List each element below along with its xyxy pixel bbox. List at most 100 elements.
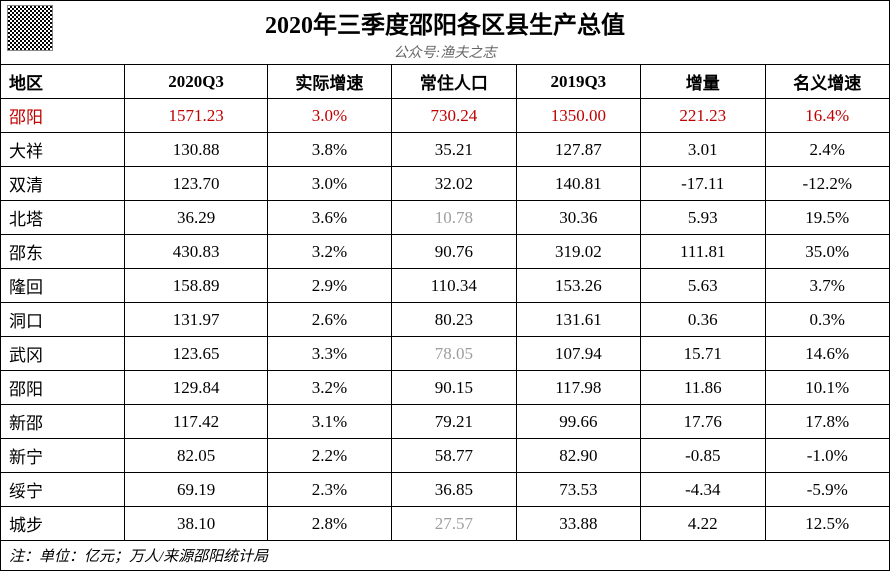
table-row: 绥宁69.192.3%36.8573.53-4.34-5.9%: [1, 473, 890, 507]
table-cell: -0.85: [641, 439, 765, 473]
table-cell: 12.5%: [765, 507, 890, 541]
table-row: 邵阳129.843.2%90.15117.9811.8610.1%: [1, 371, 890, 405]
table-row: 洞口131.972.6%80.23131.610.360.3%: [1, 303, 890, 337]
table-cell: 17.76: [641, 405, 765, 439]
table-row: 武冈123.653.3%78.05107.9415.7114.6%: [1, 337, 890, 371]
table-cell: 5.63: [641, 269, 765, 303]
table-cell: 14.6%: [765, 337, 890, 371]
table-cell: 3.2%: [267, 371, 391, 405]
column-header: 常住人口: [392, 65, 516, 99]
table-cell: 0.3%: [765, 303, 890, 337]
table-cell: 11.86: [641, 371, 765, 405]
table-cell: 2.6%: [267, 303, 391, 337]
table-cell: 15.71: [641, 337, 765, 371]
table-cell: 5.93: [641, 201, 765, 235]
table-cell: 双清: [1, 167, 125, 201]
table-cell: 131.61: [516, 303, 640, 337]
table-cell: 1571.23: [125, 99, 267, 133]
table-cell: 127.87: [516, 133, 640, 167]
table-cell: 111.81: [641, 235, 765, 269]
table-cell: 32.02: [392, 167, 516, 201]
table-row: 北塔36.293.6%10.7830.365.9319.5%: [1, 201, 890, 235]
table-cell: 3.7%: [765, 269, 890, 303]
table-cell: 36.29: [125, 201, 267, 235]
table-cell: 80.23: [392, 303, 516, 337]
table-cell: 69.19: [125, 473, 267, 507]
table-cell: 3.0%: [267, 167, 391, 201]
table-cell: 2.4%: [765, 133, 890, 167]
table-cell: 10.78: [392, 201, 516, 235]
table-cell: 131.97: [125, 303, 267, 337]
page-title: 2020年三季度邵阳各区县生产总值: [1, 5, 889, 40]
table-cell: -5.9%: [765, 473, 890, 507]
table-row: 双清123.703.0%32.02140.81-17.11-12.2%: [1, 167, 890, 201]
table-cell: 73.53: [516, 473, 640, 507]
table-cell: 35.21: [392, 133, 516, 167]
table-row: 邵东430.833.2%90.76319.02111.8135.0%: [1, 235, 890, 269]
table-cell: 16.4%: [765, 99, 890, 133]
table-cell: 78.05: [392, 337, 516, 371]
table-cell: 3.1%: [267, 405, 391, 439]
table-cell: 武冈: [1, 337, 125, 371]
table-cell: 38.10: [125, 507, 267, 541]
table-cell: 0.36: [641, 303, 765, 337]
table-cell: 90.15: [392, 371, 516, 405]
column-header: 增量: [641, 65, 765, 99]
table-cell: 319.02: [516, 235, 640, 269]
table-cell: 隆回: [1, 269, 125, 303]
table-cell: 19.5%: [765, 201, 890, 235]
table-cell: 30.36: [516, 201, 640, 235]
table-cell: 3.8%: [267, 133, 391, 167]
table-cell: 117.42: [125, 405, 267, 439]
table-cell: 大祥: [1, 133, 125, 167]
table-body: 邵阳1571.233.0%730.241350.00221.2316.4%大祥1…: [1, 99, 890, 541]
table-row: 邵阳1571.233.0%730.241350.00221.2316.4%: [1, 99, 890, 133]
table-cell: 221.23: [641, 99, 765, 133]
table-cell: 129.84: [125, 371, 267, 405]
column-header: 实际增速: [267, 65, 391, 99]
table-header-row: 地区2020Q3实际增速常住人口2019Q3增量名义增速: [1, 65, 890, 99]
table-row: 城步38.102.8%27.5733.884.2212.5%: [1, 507, 890, 541]
column-header: 2019Q3: [516, 65, 640, 99]
table-cell: -4.34: [641, 473, 765, 507]
table-cell: 城步: [1, 507, 125, 541]
table-cell: 99.66: [516, 405, 640, 439]
table-row: 大祥130.883.8%35.21127.873.012.4%: [1, 133, 890, 167]
table-cell: 140.81: [516, 167, 640, 201]
table-cell: 2.9%: [267, 269, 391, 303]
table-cell: 17.8%: [765, 405, 890, 439]
table-cell: 北塔: [1, 201, 125, 235]
table-cell: -17.11: [641, 167, 765, 201]
table-cell: 2.8%: [267, 507, 391, 541]
table-cell: 绥宁: [1, 473, 125, 507]
table-row: 新宁82.052.2%58.7782.90-0.85-1.0%: [1, 439, 890, 473]
table-cell: 430.83: [125, 235, 267, 269]
table-row: 新邵117.423.1%79.2199.6617.7617.8%: [1, 405, 890, 439]
table-cell: 3.01: [641, 133, 765, 167]
table-cell: 90.76: [392, 235, 516, 269]
qr-code-icon: [7, 5, 53, 51]
table-cell: 36.85: [392, 473, 516, 507]
table-cell: 3.3%: [267, 337, 391, 371]
table-cell: 27.57: [392, 507, 516, 541]
table-cell: 158.89: [125, 269, 267, 303]
table-cell: 2.3%: [267, 473, 391, 507]
table-cell: 82.05: [125, 439, 267, 473]
table-cell: 123.70: [125, 167, 267, 201]
table-cell: 79.21: [392, 405, 516, 439]
column-header: 2020Q3: [125, 65, 267, 99]
table-cell: 35.0%: [765, 235, 890, 269]
column-header: 名义增速: [765, 65, 890, 99]
table-cell: 3.0%: [267, 99, 391, 133]
table-cell: -12.2%: [765, 167, 890, 201]
table-cell: 洞口: [1, 303, 125, 337]
table-cell: -1.0%: [765, 439, 890, 473]
page-subtitle: 公众号:渔夫之志: [1, 42, 889, 62]
table-cell: 153.26: [516, 269, 640, 303]
table-cell: 110.34: [392, 269, 516, 303]
table-cell: 58.77: [392, 439, 516, 473]
table-cell: 10.1%: [765, 371, 890, 405]
table-cell: 730.24: [392, 99, 516, 133]
table-header: 2020年三季度邵阳各区县生产总值 公众号:渔夫之志: [0, 0, 890, 64]
table-cell: 82.90: [516, 439, 640, 473]
